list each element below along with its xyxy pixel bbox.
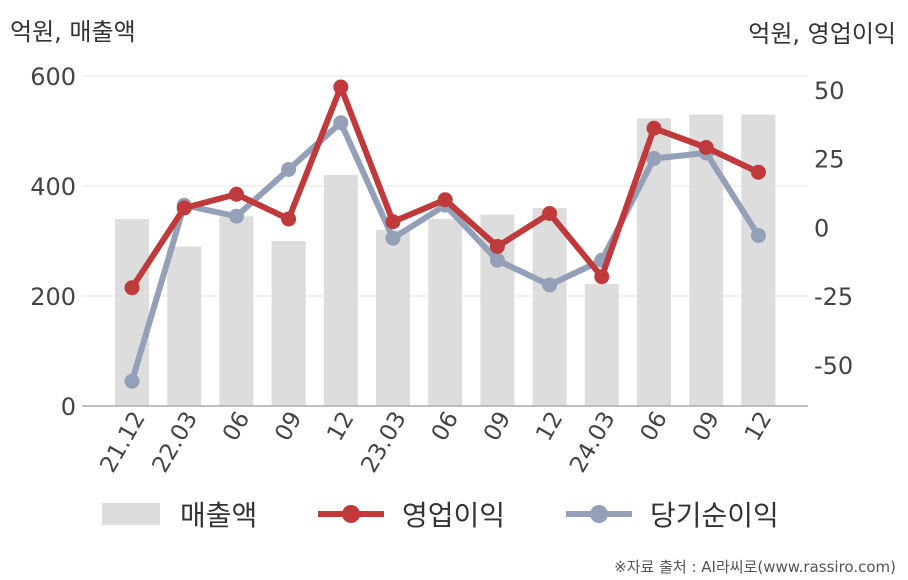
x-tick-label: 12 (322, 407, 359, 445)
y-right-tick-label: -50 (814, 352, 853, 380)
series-point (228, 186, 244, 202)
series-point (646, 120, 662, 136)
series-point (385, 230, 401, 246)
legend-item-revenue: 매출액 (102, 492, 257, 536)
legend-swatch-net-income (566, 499, 632, 529)
x-tick-label: 09 (270, 407, 307, 445)
series-point (281, 211, 297, 227)
x-tick-label: 21.12 (95, 407, 150, 477)
x-tick-label: 09 (688, 407, 725, 445)
y-left-tick-label: 0 (61, 393, 76, 421)
x-tick-label: 06 (427, 407, 464, 445)
series-point (124, 280, 140, 296)
bar-series-revenue (115, 114, 776, 406)
bar (584, 283, 619, 406)
series-point (489, 239, 505, 254)
series-point (385, 214, 401, 230)
bar (428, 219, 463, 406)
x-tick-label: 06 (218, 407, 255, 445)
y-axis-left-title: 억원, 매출액 (10, 18, 136, 46)
x-tick-label: 12 (531, 407, 568, 445)
legend-label-net-income: 당기순이익 (650, 499, 779, 532)
bar (271, 241, 306, 406)
series-point (542, 277, 558, 293)
series-point (542, 206, 558, 221)
bar (167, 246, 202, 406)
y-right-tick-label: 25 (814, 146, 845, 174)
y-right-tick-label: -25 (814, 283, 853, 311)
bar (689, 114, 724, 406)
x-tick-label: 23.03 (356, 407, 411, 477)
legend-item-operating-profit: 영업이익 (318, 492, 505, 536)
series-point (228, 208, 244, 224)
x-tick-label: 12 (740, 407, 777, 445)
line-series (124, 79, 766, 389)
legend-label-revenue: 매출액 (180, 499, 258, 532)
series-point (750, 228, 766, 243)
legend-swatch-revenue (102, 503, 160, 525)
series-point (176, 200, 192, 216)
bar (532, 208, 567, 406)
series-point (489, 252, 505, 268)
y-axis-left: 0 200 400 600 (30, 63, 76, 421)
y-left-tick-label: 400 (30, 173, 76, 201)
x-tick-label: 06 (636, 407, 673, 445)
legend-swatch-operating-profit (318, 499, 384, 529)
series-point (698, 140, 714, 155)
series-point (281, 162, 297, 177)
x-tick-label: 09 (479, 407, 516, 445)
series-point (437, 192, 453, 208)
y-left-tick-label: 200 (30, 283, 76, 311)
source-note: ※자료 출처 : AI라씨로(www.rassiro.com) (614, 558, 896, 576)
bar (376, 230, 410, 406)
y-axis-right: 50 25 0 -25 -50 (814, 77, 853, 380)
legend-item-net-income: 당기순이익 (566, 492, 779, 536)
series-point (124, 373, 140, 389)
series-point (333, 79, 349, 95)
y-left-tick-label: 600 (30, 63, 76, 91)
series-point (750, 164, 766, 180)
series-point (594, 269, 610, 285)
bar (219, 216, 254, 406)
y-right-tick-label: 50 (814, 77, 845, 105)
legend-label-operating-profit: 영업이익 (402, 499, 506, 532)
series-point (333, 115, 349, 131)
y-axis-right-title: 억원, 영업이익 (748, 20, 896, 48)
x-tick-label: 24.03 (565, 407, 620, 477)
x-tick-label: 22.03 (148, 407, 203, 477)
y-right-tick-label: 0 (814, 214, 829, 242)
bar (741, 114, 776, 406)
series-point (646, 151, 662, 166)
bar (323, 175, 358, 406)
